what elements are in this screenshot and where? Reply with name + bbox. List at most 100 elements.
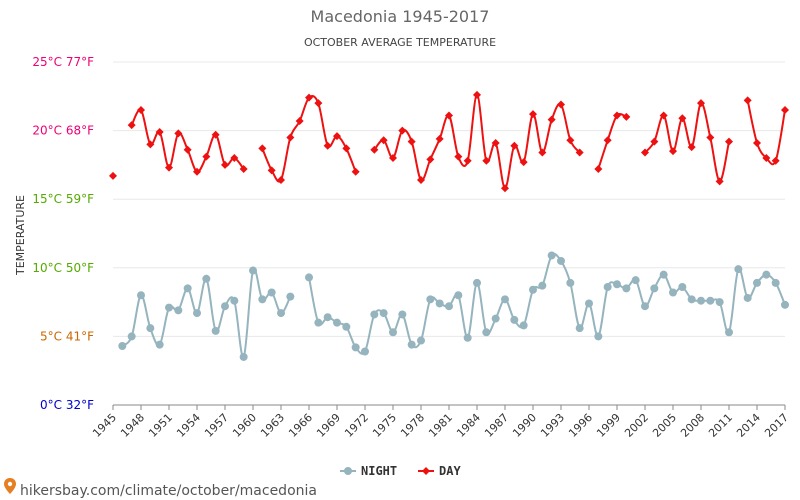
day-point[interactable] [547,115,556,124]
day-point[interactable] [641,148,649,157]
day-point[interactable] [267,166,276,175]
day-point[interactable] [314,99,323,108]
night-point[interactable] [594,332,603,341]
day-point[interactable] [743,96,752,105]
night-point[interactable] [781,300,789,309]
day-point[interactable] [435,134,444,143]
night-point[interactable] [753,278,761,287]
day-point[interactable] [566,136,575,145]
night-point[interactable] [491,314,500,323]
night-point[interactable] [445,302,453,311]
night-point[interactable] [622,284,631,293]
day-point[interactable] [762,154,771,163]
day-point[interactable] [342,144,351,153]
day-point[interactable] [193,167,201,176]
night-point[interactable] [771,278,780,287]
night-point[interactable] [762,270,771,279]
night-point[interactable] [641,302,649,311]
night-point[interactable] [454,291,463,300]
night-point[interactable] [174,306,183,315]
day-point[interactable] [491,138,500,147]
night-point[interactable] [127,332,136,341]
legend-item-day[interactable]: DAY [418,464,461,478]
night-point[interactable] [435,299,444,308]
day-point[interactable] [323,141,332,150]
day-point[interactable] [603,136,612,145]
night-point[interactable] [585,299,593,308]
day-point[interactable] [697,99,705,108]
day-point[interactable] [519,158,528,167]
day-point[interactable] [659,111,668,120]
day-point[interactable] [230,154,239,163]
day-point[interactable] [463,156,472,165]
day-point[interactable] [211,130,220,139]
night-point[interactable] [183,284,192,293]
day-point[interactable] [594,165,603,174]
night-point[interactable] [361,347,369,356]
night-point[interactable] [146,324,155,333]
day-point[interactable] [454,152,463,161]
day-point[interactable] [165,163,173,172]
day-point[interactable] [510,141,519,150]
day-point[interactable] [725,137,733,146]
day-point[interactable] [109,171,117,180]
night-point[interactable] [314,318,323,327]
night-point[interactable] [286,292,295,301]
day-point[interactable] [239,165,248,174]
day-point[interactable] [183,145,192,154]
legend[interactable]: NIGHT DAY [340,464,461,478]
day-point[interactable] [277,175,285,184]
night-point[interactable] [193,309,201,318]
night-point[interactable] [463,333,472,342]
night-point[interactable] [734,265,743,274]
night-point[interactable] [249,266,257,275]
day-point[interactable] [715,177,724,186]
night-point[interactable] [202,274,211,283]
night-point[interactable] [743,293,752,302]
day-point[interactable] [286,133,295,142]
day-point[interactable] [669,147,677,156]
day-point[interactable] [613,111,621,120]
night-point[interactable] [258,295,267,304]
night-point[interactable] [678,283,687,292]
night-point[interactable] [342,322,351,331]
night-point[interactable] [379,309,388,318]
night-point[interactable] [631,276,640,285]
day-point[interactable] [650,137,659,146]
night-point[interactable] [482,328,491,337]
day-point[interactable] [678,114,687,123]
night-point[interactable] [333,318,341,327]
day-point[interactable] [389,154,397,163]
night-point[interactable] [277,309,285,318]
night-point[interactable] [389,328,397,337]
day-point[interactable] [501,184,509,193]
day-point[interactable] [333,132,341,141]
day-point[interactable] [137,106,145,115]
day-point[interactable] [127,121,136,130]
day-point[interactable] [557,100,565,109]
night-point[interactable] [221,302,229,311]
night-point[interactable] [547,251,556,260]
night-point[interactable] [519,321,528,330]
day-point[interactable] [221,160,229,169]
night-point[interactable] [725,328,733,337]
night-point[interactable] [155,340,164,349]
night-point[interactable] [538,281,547,290]
night-point[interactable] [557,256,565,265]
day-point[interactable] [370,145,379,154]
day-point[interactable] [622,112,631,121]
day-point[interactable] [258,144,267,153]
day-point[interactable] [781,106,789,115]
night-point[interactable] [351,343,360,352]
night-point[interactable] [239,352,248,361]
night-point[interactable] [715,298,724,307]
night-point[interactable] [659,270,668,279]
day-point[interactable] [753,138,761,147]
day-point[interactable] [305,93,313,102]
day-point[interactable] [146,140,155,149]
night-point[interactable] [650,284,659,293]
night-point[interactable] [697,296,705,305]
day-point[interactable] [202,152,211,161]
day-point[interactable] [426,155,435,164]
legend-item-night[interactable]: NIGHT [340,464,397,478]
